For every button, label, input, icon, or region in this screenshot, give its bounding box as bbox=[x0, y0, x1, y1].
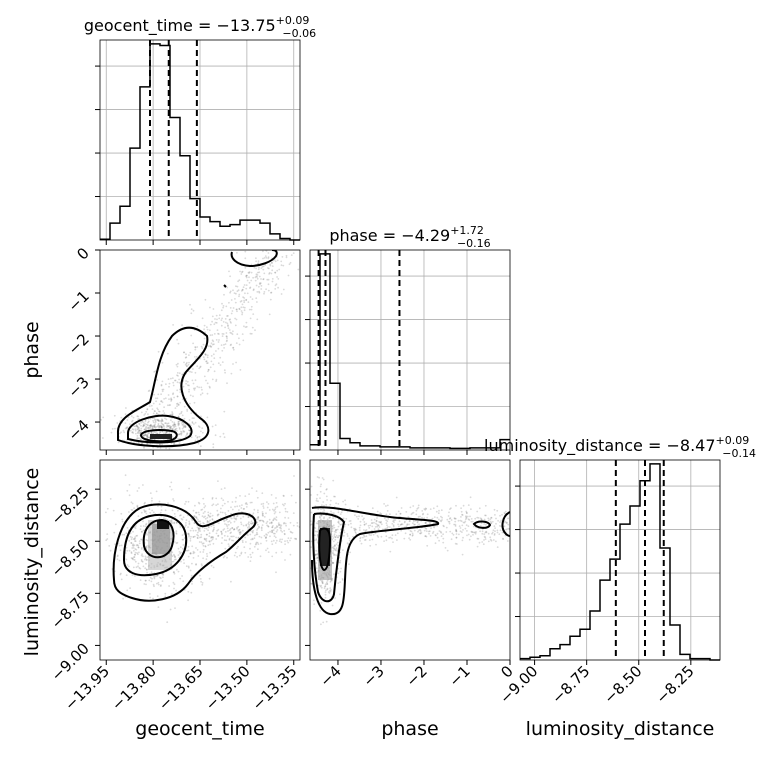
ytick-label: −3 bbox=[64, 373, 92, 401]
contour-inner bbox=[318, 527, 332, 572]
ytick-label: 0 bbox=[73, 244, 92, 263]
xlabel-geocent-time: geocent_time bbox=[135, 718, 264, 740]
contour-middle bbox=[122, 514, 188, 577]
xtick-label: −13.80 bbox=[108, 662, 160, 714]
contour-small-dot bbox=[223, 284, 227, 288]
panel-geocent-time-vs-luminosity-distance bbox=[99, 459, 301, 661]
panel-geocent-time-hist bbox=[99, 39, 301, 241]
xtick-label: −8.25 bbox=[652, 662, 697, 707]
ylabel-luminosity-distance: luminosity_distance bbox=[21, 468, 43, 657]
ytick-label: −2 bbox=[64, 330, 92, 358]
ytick-label: −1 bbox=[64, 287, 92, 315]
grid bbox=[310, 250, 510, 450]
title-phase: phase = −4.29+1.72 −0.16 bbox=[329, 224, 490, 250]
contour-inner bbox=[139, 429, 178, 443]
histogram-geocent-time bbox=[100, 43, 300, 241]
histogram-phase bbox=[310, 253, 510, 450]
xtick-label: −4 bbox=[316, 662, 344, 690]
ytick-label: −4 bbox=[64, 416, 92, 444]
contour-top-right bbox=[230, 250, 278, 268]
title-geocent-time: geocent_time = −13.75+0.09 −0.06 bbox=[84, 14, 316, 40]
histogram-luminosity-distance bbox=[520, 463, 720, 661]
xtick-label: −3 bbox=[359, 662, 387, 690]
contour-outer bbox=[116, 326, 210, 448]
contour-right-edge bbox=[501, 511, 510, 537]
panel-phase-vs-luminosity-distance bbox=[309, 459, 511, 661]
panel-geocent-time-vs-phase bbox=[99, 249, 301, 451]
panel-phase-hist bbox=[309, 249, 511, 451]
contour-outer bbox=[112, 503, 257, 602]
xtick-label: −8.75 bbox=[548, 662, 593, 707]
xtick-label: −1 bbox=[445, 662, 473, 690]
ytick-label: −8.75 bbox=[48, 587, 93, 632]
contour-inner bbox=[142, 518, 175, 559]
xtick-label: −13.65 bbox=[155, 662, 207, 714]
ytick-label: −8.25 bbox=[48, 483, 93, 528]
panel-luminosity-distance-hist bbox=[519, 459, 721, 661]
contour-middle bbox=[312, 512, 346, 603]
density-core bbox=[320, 528, 330, 566]
xlabel-phase: phase bbox=[381, 718, 438, 740]
xlabel-luminosity-distance: luminosity_distance bbox=[526, 718, 715, 740]
grid bbox=[520, 460, 720, 660]
xtick-label: −8.50 bbox=[600, 662, 645, 707]
xtick-label: −13.50 bbox=[202, 662, 254, 714]
ylabel-phase: phase bbox=[21, 321, 43, 378]
contour-middle bbox=[127, 414, 193, 444]
xtick-label: −2 bbox=[402, 662, 430, 690]
density-core bbox=[150, 434, 172, 439]
density-core bbox=[157, 521, 169, 529]
ytick-label: −8.50 bbox=[48, 535, 93, 580]
title-luminosity-distance: luminosity_distance = −8.47+0.09 −0.14 bbox=[484, 434, 756, 460]
contour-outer bbox=[311, 506, 440, 616]
contour-right-small bbox=[472, 520, 492, 529]
xtick-label: −13.35 bbox=[249, 662, 301, 714]
grid bbox=[100, 40, 300, 240]
